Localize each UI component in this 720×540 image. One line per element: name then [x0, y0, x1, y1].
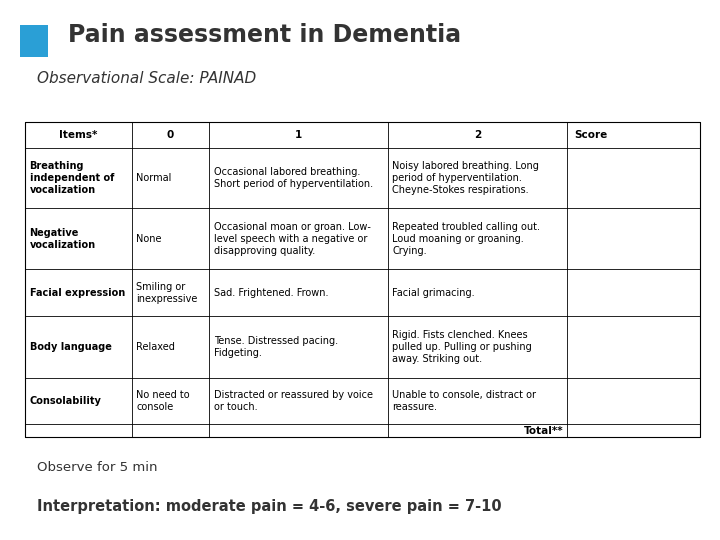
- Text: Unable to console, distract or
reassure.: Unable to console, distract or reassure.: [392, 390, 536, 412]
- Text: Rigid. Fists clenched. Knees
pulled up. Pulling or pushing
away. Striking out.: Rigid. Fists clenched. Knees pulled up. …: [392, 330, 532, 364]
- Text: Occasional moan or groan. Low-
level speech with a negative or
disapproving qual: Occasional moan or groan. Low- level spe…: [214, 221, 371, 255]
- Text: Occasional labored breathing.
Short period of hyperventilation.: Occasional labored breathing. Short peri…: [214, 167, 373, 189]
- Text: Body language: Body language: [30, 342, 112, 352]
- Text: Relaxed: Relaxed: [136, 342, 175, 352]
- Text: Items*: Items*: [59, 130, 98, 140]
- Text: No need to
console: No need to console: [136, 390, 190, 412]
- Text: Facial expression: Facial expression: [30, 288, 125, 298]
- Text: Tense. Distressed pacing.
Fidgeting.: Tense. Distressed pacing. Fidgeting.: [214, 336, 338, 358]
- Text: Negative
vocalization: Negative vocalization: [30, 227, 96, 249]
- Text: 2: 2: [474, 130, 481, 140]
- Text: Facial grimacing.: Facial grimacing.: [392, 288, 475, 298]
- Text: Sad. Frightened. Frown.: Sad. Frightened. Frown.: [214, 288, 328, 298]
- Text: Normal: Normal: [136, 173, 171, 183]
- Text: Total**: Total**: [523, 426, 563, 436]
- Text: Observational Scale: PAINAD: Observational Scale: PAINAD: [37, 71, 257, 86]
- Text: Pain assessment in Dementia: Pain assessment in Dementia: [68, 23, 462, 47]
- Text: Smiling or
inexpressive: Smiling or inexpressive: [136, 282, 197, 303]
- Text: 1: 1: [295, 130, 302, 140]
- Text: Score: Score: [575, 130, 608, 140]
- Text: Interpretation: moderate pain = 4-6, severe pain = 7-10: Interpretation: moderate pain = 4-6, sev…: [37, 499, 502, 514]
- Text: Consolability: Consolability: [30, 396, 102, 406]
- Text: 0: 0: [167, 130, 174, 140]
- Text: Observe for 5 min: Observe for 5 min: [37, 461, 158, 474]
- Text: Breathing
independent of
vocalization: Breathing independent of vocalization: [30, 161, 114, 195]
- Text: Distracted or reassured by voice
or touch.: Distracted or reassured by voice or touc…: [214, 390, 373, 412]
- Text: Repeated troubled calling out.
Loud moaning or groaning.
Crying.: Repeated troubled calling out. Loud moan…: [392, 221, 541, 255]
- Text: Noisy labored breathing. Long
period of hyperventilation.
Cheyne-Stokes respirat: Noisy labored breathing. Long period of …: [392, 161, 539, 195]
- Text: None: None: [136, 233, 161, 244]
